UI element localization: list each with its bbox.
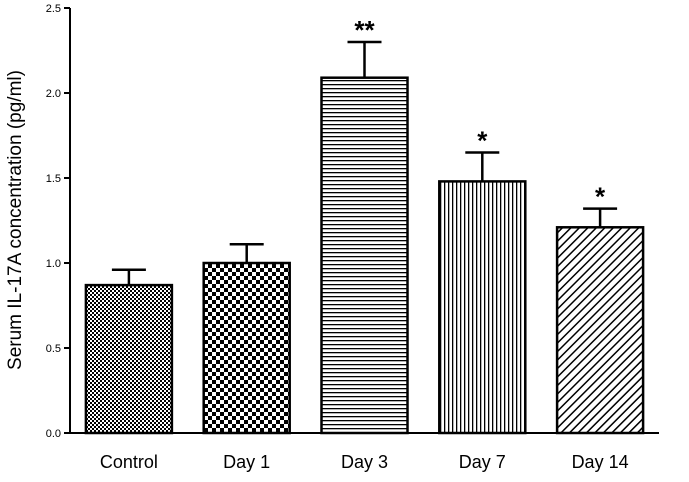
- y-tick-label: 2.0: [46, 88, 61, 100]
- x-tick-label: Day 7: [459, 452, 506, 472]
- bar-control: [84, 283, 174, 435]
- significance-marker: **: [354, 15, 375, 45]
- y-tick-label: 1.5: [46, 173, 61, 185]
- bar-day-7: [438, 180, 527, 435]
- bar-day-3: [320, 76, 409, 435]
- bar-day-14: [555, 226, 645, 435]
- y-tick-label: 0.0: [46, 428, 61, 440]
- x-tick-label: Day 3: [341, 452, 388, 472]
- x-tick-label: Day 1: [223, 452, 270, 472]
- significance-marker: *: [595, 182, 606, 212]
- bars: ****: [84, 15, 645, 435]
- x-axis: Control Day 1 Day 3 Day 7 Day 14: [69, 432, 659, 472]
- x-tick-label: Day 14: [572, 452, 629, 472]
- x-tick-label: Control: [100, 452, 158, 472]
- bar-day-1: [202, 261, 291, 435]
- y-axis-label: Serum IL-17A concentration (pg/ml): [5, 70, 26, 370]
- y-axis: 0.0 0.5 1.0 1.5 2.0 2.5: [46, 3, 71, 440]
- y-tick-label: 0.5: [46, 343, 61, 355]
- y-tick-label: 2.5: [46, 3, 61, 15]
- y-tick-label: 1.0: [46, 258, 61, 270]
- significance-marker: *: [477, 126, 488, 156]
